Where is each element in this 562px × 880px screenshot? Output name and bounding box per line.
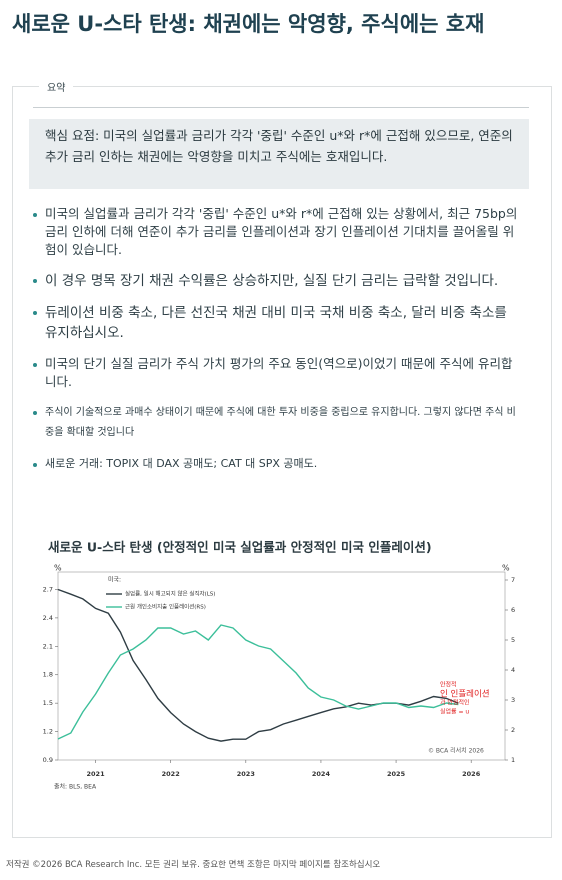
x-tick-label: 2026 <box>462 770 481 778</box>
key-point: 핵심 요점: 미국의 실업률과 금리가 각각 '중립' 수준인 u*와 r*에 … <box>29 119 529 189</box>
y2-tick-label: 1 <box>511 756 515 764</box>
bullet: 새로운 거래: TOPIX 대 DAX 공매도; CAT 대 SPX 공매도. <box>31 455 521 473</box>
y-tick-label: 1.5 <box>43 699 53 707</box>
bullet: 주식이 기술적으로 과매수 상태이기 때문에 주식에 대한 투자 비중을 중립으… <box>31 403 521 443</box>
credit: © BCA 리서치 2026 <box>428 747 484 755</box>
y2-tick-label: 3 <box>511 696 515 704</box>
bullet-list: 미국의 실업률과 금리가 각각 '중립' 수준인 u*와 r*에 근접해 있는 … <box>31 205 521 473</box>
x-tick-label: 2025 <box>387 770 406 778</box>
summary-box: 요약 핵심 요점: 미국의 실업률과 금리가 각각 '중립' 수준인 u*와 r… <box>12 79 552 838</box>
y2-tick-label: 2 <box>511 726 515 734</box>
annotation: 안정적 <box>440 681 457 689</box>
y2-tick-label: 5 <box>511 636 515 644</box>
bullet: 이 경우 명목 장기 채권 수익률은 상승하지만, 실질 단기 금리는 급락할 … <box>31 271 521 291</box>
plot-frame <box>57 571 506 761</box>
bullet: 미국의 실업률과 금리가 각각 '중립' 수준인 u*와 r*에 근접해 있는 … <box>31 205 521 259</box>
annotation: 과 안정적인 <box>440 699 470 707</box>
chart: 새로운 U-스타 탄생 (안정적인 미국 실업률과 안정적인 미국 인플레이션)… <box>43 540 515 791</box>
y-tick-label: 1.8 <box>43 671 53 679</box>
y2-tick-label: 4 <box>511 666 515 674</box>
y-tick-label: 0.9 <box>43 756 53 764</box>
series-line <box>57 588 459 742</box>
y-tick-label: 2.1 <box>43 642 53 650</box>
y-axis-label: % <box>54 564 62 573</box>
chart-title: 새로운 U-스타 탄생 (안정적인 미국 실업률과 안정적인 미국 인플레이션) <box>48 540 432 555</box>
divider <box>33 107 529 108</box>
y-tick-label: 2.7 <box>43 585 53 593</box>
legend-label: 근원 개인소비지출 인플레이션(RS) <box>125 603 206 611</box>
y2-tick-label: 6 <box>511 606 515 614</box>
x-tick-label: 2021 <box>87 770 106 778</box>
bullet: 듀레이션 비중 축소, 다른 선진국 채권 대비 미국 국채 비중 축소, 달러… <box>31 303 521 343</box>
legend-label: 실업률, 일시 해고되지 않은 실직자(LS) <box>125 590 215 598</box>
footer: 저작권 ©2026 BCA Research Inc. 모든 권리 보유. 중요… <box>6 860 381 870</box>
x-tick-label: 2023 <box>237 770 255 778</box>
bullet: 미국의 단기 실질 금리가 주식 가치 평가의 주요 동인(역으로)이었기 때문… <box>31 355 521 391</box>
y-tick-label: 1.2 <box>43 728 53 736</box>
y2-axis-label: % <box>502 564 510 573</box>
x-tick-label: 2022 <box>162 770 180 778</box>
x-tick-label: 2024 <box>312 770 331 778</box>
annotation: 인 인플레이션 <box>440 689 490 700</box>
title: 새로운 U-스타 탄생: 채권에는 악영향, 주식에는 호재 <box>12 12 485 36</box>
summary-label: 요약 <box>39 79 74 94</box>
y-tick-label: 2.4 <box>43 614 53 622</box>
source: 출처: BLS, BEA <box>54 783 97 791</box>
legend-title: 미국: <box>108 576 121 584</box>
series-line <box>57 624 459 740</box>
annotation: 실업률 = u <box>440 708 469 716</box>
y2-tick-label: 7 <box>511 576 515 584</box>
